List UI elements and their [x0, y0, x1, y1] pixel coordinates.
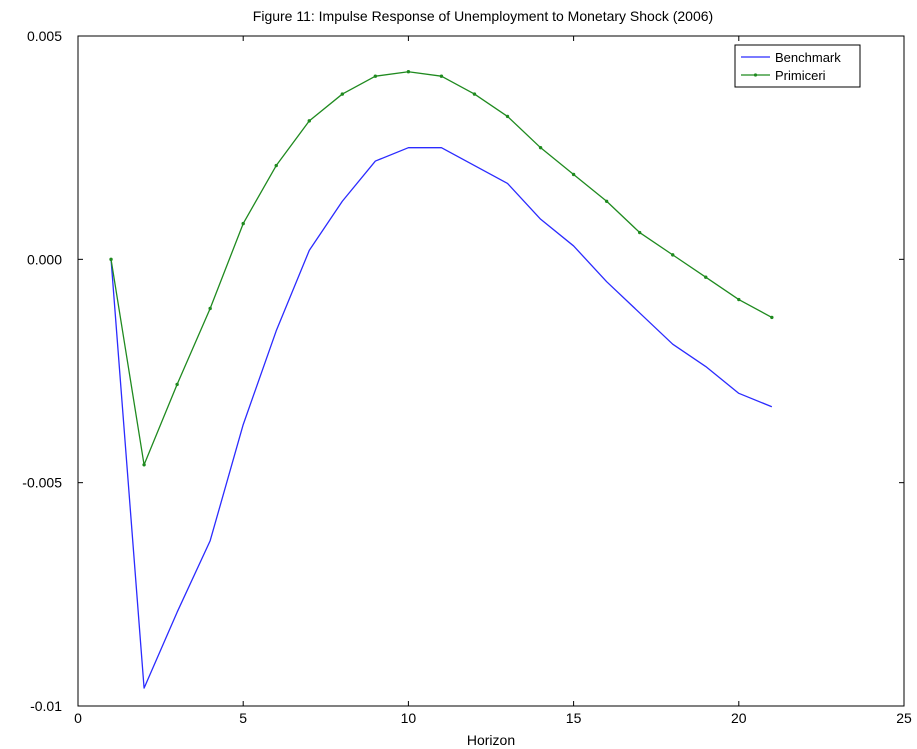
series-line-primiceri	[110, 71, 773, 466]
y-tick-label: -0.005	[22, 475, 62, 491]
x-tick-label: 5	[239, 710, 247, 726]
y-tick-label: 0.000	[27, 251, 62, 267]
data-point-primiceri	[439, 74, 444, 78]
data-point-primiceri	[274, 163, 278, 168]
data-point-primiceri	[737, 297, 741, 302]
axis-ticks: 0 5 10 15 20 25 0.005 0.000 -0.005 -0.01	[22, 28, 912, 726]
data-point-primiceri	[770, 315, 774, 320]
data-point-primiceri	[604, 199, 609, 203]
data-point-primiceri	[406, 70, 411, 74]
data-point-primiceri	[373, 74, 378, 78]
x-tick-label: 25	[896, 710, 912, 726]
data-point-primiceri	[472, 92, 477, 96]
x-axis-label: Horizon	[467, 732, 515, 748]
data-point-primiceri	[142, 463, 146, 467]
series-line-benchmark	[110, 147, 773, 689]
x-tick-label: 20	[731, 710, 747, 726]
legend-marker-primiceri	[753, 73, 758, 77]
data-point-primiceri	[538, 145, 543, 150]
legend: Benchmark Primiceri	[734, 44, 861, 88]
legend-label-benchmark: Benchmark	[775, 50, 841, 65]
data-point-primiceri	[671, 253, 675, 257]
data-point-primiceri	[175, 382, 179, 387]
y-tick-label: -0.01	[30, 698, 62, 714]
legend-box	[734, 44, 861, 88]
data-point-primiceri	[637, 230, 642, 235]
series-layer	[109, 70, 774, 689]
data-point-primiceri	[307, 119, 311, 123]
data-point-primiceri	[109, 257, 113, 262]
x-tick-label: 10	[401, 710, 417, 726]
data-point-primiceri	[571, 172, 576, 177]
plot-frame	[77, 35, 905, 707]
x-tick-label: 15	[566, 710, 582, 726]
series-benchmark	[110, 147, 773, 689]
x-tick-label: 0	[74, 710, 82, 726]
series-primiceri	[109, 70, 774, 467]
data-point-primiceri	[704, 275, 708, 279]
data-point-primiceri	[340, 92, 345, 96]
chart-title: Figure 11: Impulse Response of Unemploym…	[253, 8, 713, 24]
data-point-primiceri	[208, 306, 212, 311]
legend-label-primiceri: Primiceri	[775, 68, 826, 83]
data-point-primiceri	[505, 114, 510, 119]
data-point-primiceri	[241, 221, 245, 226]
y-tick-label: 0.005	[27, 28, 62, 44]
